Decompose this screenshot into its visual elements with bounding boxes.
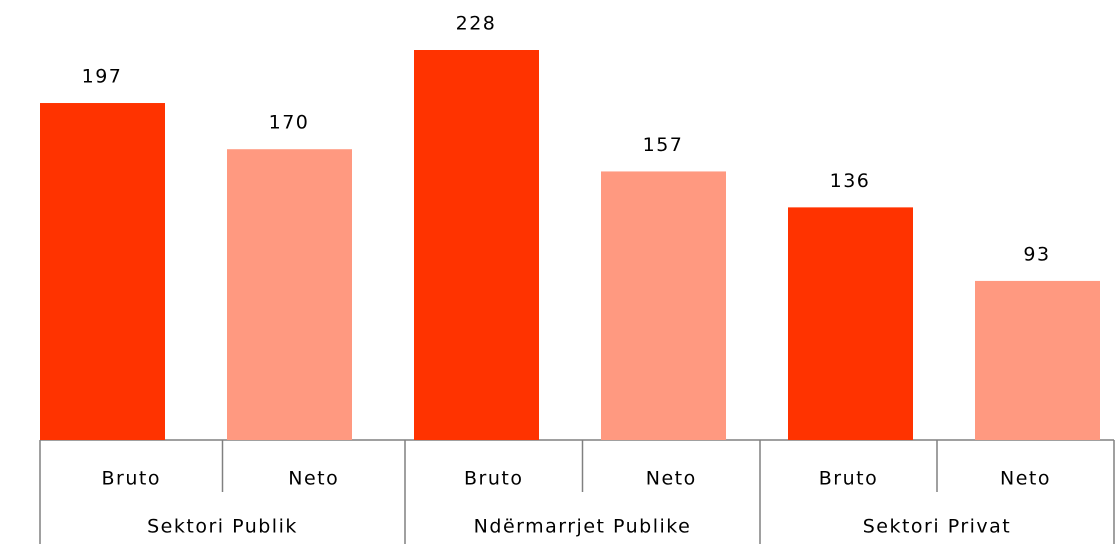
value-label: 170 [269,112,310,134]
bar [40,103,165,441]
category-label: Neto [1000,468,1051,490]
value-label: 228 [456,13,497,35]
group-label: Sektori Privat [863,516,1012,538]
category-label: Bruto [819,468,878,490]
bar [227,149,352,441]
value-label: 136 [830,170,871,192]
bar [975,280,1100,440]
bar [414,50,539,440]
category-label: Bruto [464,468,523,490]
value-label: 93 [1023,243,1050,265]
value-label: 197 [82,66,123,88]
group-label: Ndërmarrjet Publike [474,516,692,538]
value-label: 157 [643,134,684,156]
bar [788,207,913,440]
group-label: Sektori Publik [147,516,298,538]
bar [601,171,726,440]
category-label: Neto [646,468,697,490]
category-label: Neto [288,468,339,490]
category-label: Bruto [102,468,161,490]
